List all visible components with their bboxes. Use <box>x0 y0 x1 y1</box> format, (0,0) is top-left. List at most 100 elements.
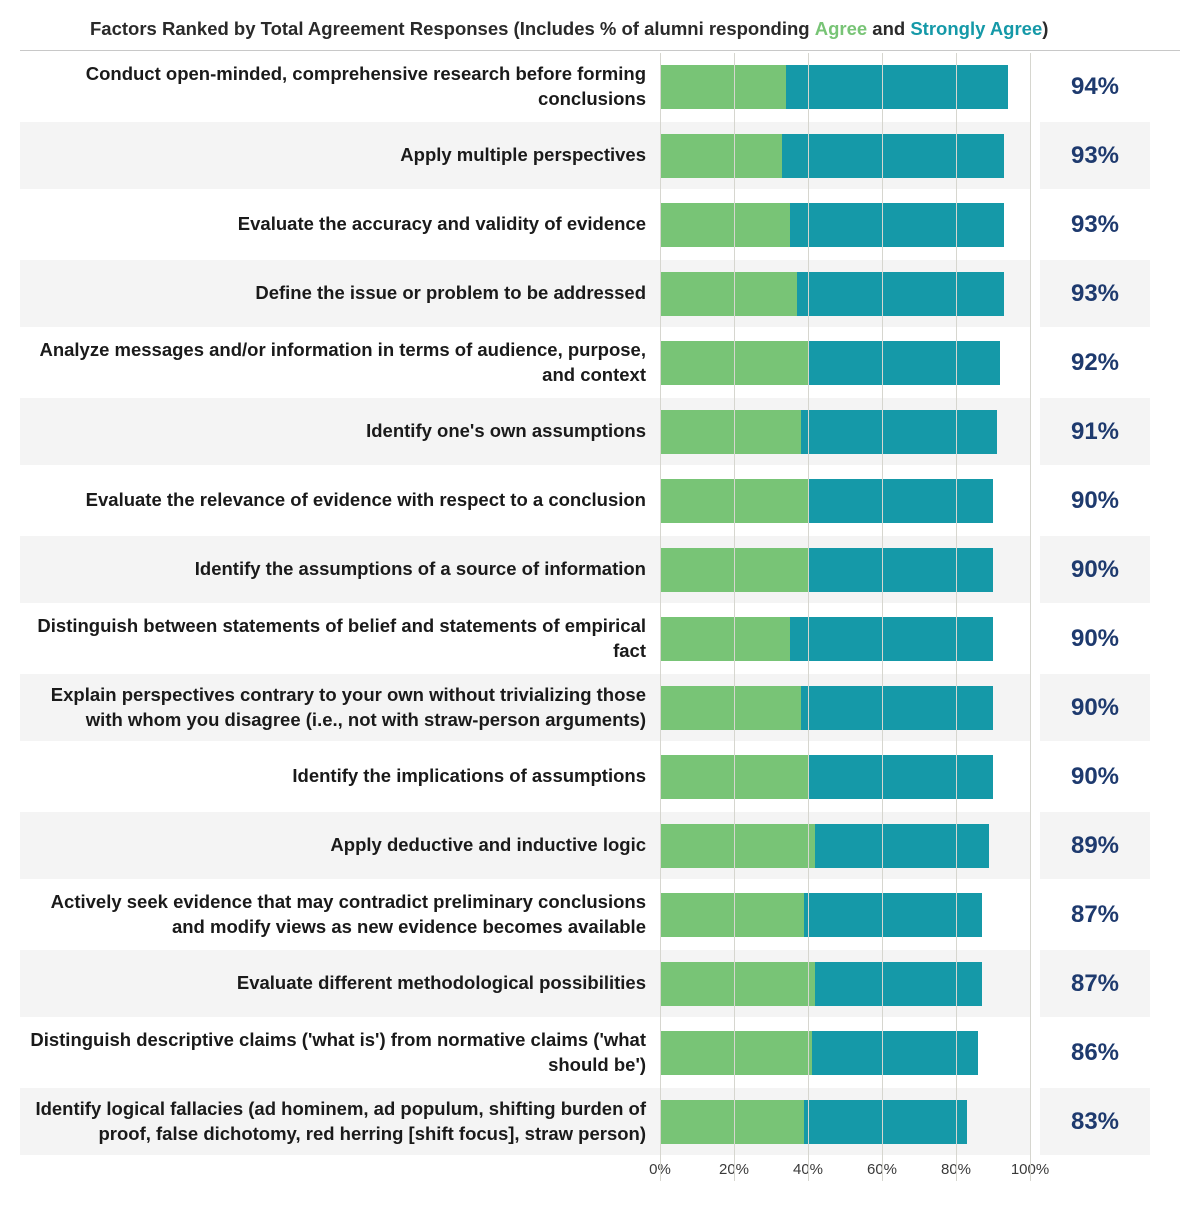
chart-row: Identify logical fallacies (ad hominem, … <box>20 1088 1180 1155</box>
rows-container: Conduct open-minded, comprehensive resea… <box>20 53 1180 1155</box>
bar-segment-strongly-agree <box>815 824 989 868</box>
bar-segment-agree <box>660 617 790 661</box>
row-label: Evaluate different methodological possib… <box>20 950 660 1017</box>
row-bar-cell <box>660 536 1030 603</box>
bar-segment-agree <box>660 203 790 247</box>
row-bar-cell <box>660 1019 1030 1086</box>
title-prefix: Factors Ranked by Total Agreement Respon… <box>90 18 815 39</box>
chart-row: Define the issue or problem to be addres… <box>20 260 1180 327</box>
row-bar-cell <box>660 743 1030 810</box>
bar-track <box>660 479 1030 523</box>
bar-segment-agree <box>660 962 815 1006</box>
bar-track <box>660 755 1030 799</box>
row-total-pct: 93% <box>1040 122 1150 189</box>
row-bar-cell <box>660 812 1030 879</box>
title-and: and <box>867 18 910 39</box>
chart-row: Analyze messages and/or information in t… <box>20 329 1180 396</box>
row-label: Actively seek evidence that may contradi… <box>20 881 660 948</box>
row-label: Identify one's own assumptions <box>20 398 660 465</box>
bar-track <box>660 134 1030 178</box>
row-bar-cell <box>660 950 1030 1017</box>
bar-segment-strongly-agree <box>786 65 1008 109</box>
bar-segment-strongly-agree <box>804 1100 967 1144</box>
title-suffix: ) <box>1042 18 1048 39</box>
row-total-pct: 93% <box>1040 260 1150 327</box>
row-total-pct: 89% <box>1040 812 1150 879</box>
row-bar-cell <box>660 467 1030 534</box>
row-bar-cell <box>660 260 1030 327</box>
axis-tick-label: 40% <box>793 1161 823 1178</box>
chart-row: Actively seek evidence that may contradi… <box>20 881 1180 948</box>
row-bar-cell <box>660 605 1030 672</box>
row-total-pct: 91% <box>1040 398 1150 465</box>
bar-segment-strongly-agree <box>801 410 997 454</box>
row-bar-cell <box>660 1088 1030 1155</box>
row-label: Define the issue or problem to be addres… <box>20 260 660 327</box>
bar-segment-strongly-agree <box>801 686 993 730</box>
row-total-pct: 90% <box>1040 467 1150 534</box>
row-total-pct: 90% <box>1040 605 1150 672</box>
row-label: Identify logical fallacies (ad hominem, … <box>20 1088 660 1155</box>
bar-track <box>660 617 1030 661</box>
row-total-pct: 83% <box>1040 1088 1150 1155</box>
bar-track <box>660 1100 1030 1144</box>
chart-row: Apply multiple perspectives93% <box>20 122 1180 189</box>
row-label: Evaluate the relevance of evidence with … <box>20 467 660 534</box>
bar-track <box>660 410 1030 454</box>
bar-track <box>660 272 1030 316</box>
row-bar-cell <box>660 881 1030 948</box>
bar-segment-agree <box>660 341 808 385</box>
bar-segment-agree <box>660 686 801 730</box>
bar-segment-agree <box>660 410 801 454</box>
bar-segment-strongly-agree <box>782 134 1004 178</box>
row-label: Explain perspectives contrary to your ow… <box>20 674 660 741</box>
chart-row: Evaluate the accuracy and validity of ev… <box>20 191 1180 258</box>
bar-track <box>660 341 1030 385</box>
row-label: Distinguish descriptive claims ('what is… <box>20 1019 660 1086</box>
row-total-pct: 92% <box>1040 329 1150 396</box>
bar-track <box>660 203 1030 247</box>
chart-row: Identify the implications of assumptions… <box>20 743 1180 810</box>
bar-track <box>660 548 1030 592</box>
row-label: Identify the assumptions of a source of … <box>20 536 660 603</box>
chart-row: Evaluate different methodological possib… <box>20 950 1180 1017</box>
bar-segment-agree <box>660 548 808 592</box>
row-bar-cell <box>660 674 1030 741</box>
chart-row: Conduct open-minded, comprehensive resea… <box>20 53 1180 120</box>
axis-spacer <box>20 1159 660 1181</box>
axis-tick-label: 80% <box>941 1161 971 1178</box>
axis-ticks: 0%20%40%60%80%100% <box>660 1159 1030 1181</box>
row-label: Apply deductive and inductive logic <box>20 812 660 879</box>
bar-segment-agree <box>660 272 797 316</box>
title-agree-word: Agree <box>815 18 867 39</box>
chart-title: Factors Ranked by Total Agreement Respon… <box>20 12 1180 51</box>
bar-track <box>660 686 1030 730</box>
chart-row: Identify the assumptions of a source of … <box>20 536 1180 603</box>
x-axis: 0%20%40%60%80%100% <box>20 1159 1180 1181</box>
bar-segment-agree <box>660 479 808 523</box>
row-label: Conduct open-minded, comprehensive resea… <box>20 53 660 120</box>
bar-segment-strongly-agree <box>815 962 982 1006</box>
row-total-pct: 87% <box>1040 950 1150 1017</box>
chart-row: Identify one's own assumptions 91% <box>20 398 1180 465</box>
bar-segment-strongly-agree <box>804 893 982 937</box>
row-label: Distinguish between statements of belief… <box>20 605 660 672</box>
bar-segment-strongly-agree <box>797 272 1004 316</box>
row-label: Evaluate the accuracy and validity of ev… <box>20 191 660 258</box>
row-bar-cell <box>660 122 1030 189</box>
bar-segment-strongly-agree <box>790 617 994 661</box>
bar-segment-agree <box>660 65 786 109</box>
bar-segment-agree <box>660 1100 804 1144</box>
chart-row: Evaluate the relevance of evidence with … <box>20 467 1180 534</box>
row-total-pct: 93% <box>1040 191 1150 258</box>
bar-segment-agree <box>660 893 804 937</box>
bar-segment-strongly-agree <box>808 755 993 799</box>
row-total-pct: 87% <box>1040 881 1150 948</box>
row-bar-cell <box>660 53 1030 120</box>
bar-segment-agree <box>660 1031 812 1075</box>
bar-segment-strongly-agree <box>790 203 1005 247</box>
bar-segment-strongly-agree <box>808 341 1000 385</box>
bar-track <box>660 893 1030 937</box>
axis-tick-label: 60% <box>867 1161 897 1178</box>
bar-segment-strongly-agree <box>808 479 993 523</box>
